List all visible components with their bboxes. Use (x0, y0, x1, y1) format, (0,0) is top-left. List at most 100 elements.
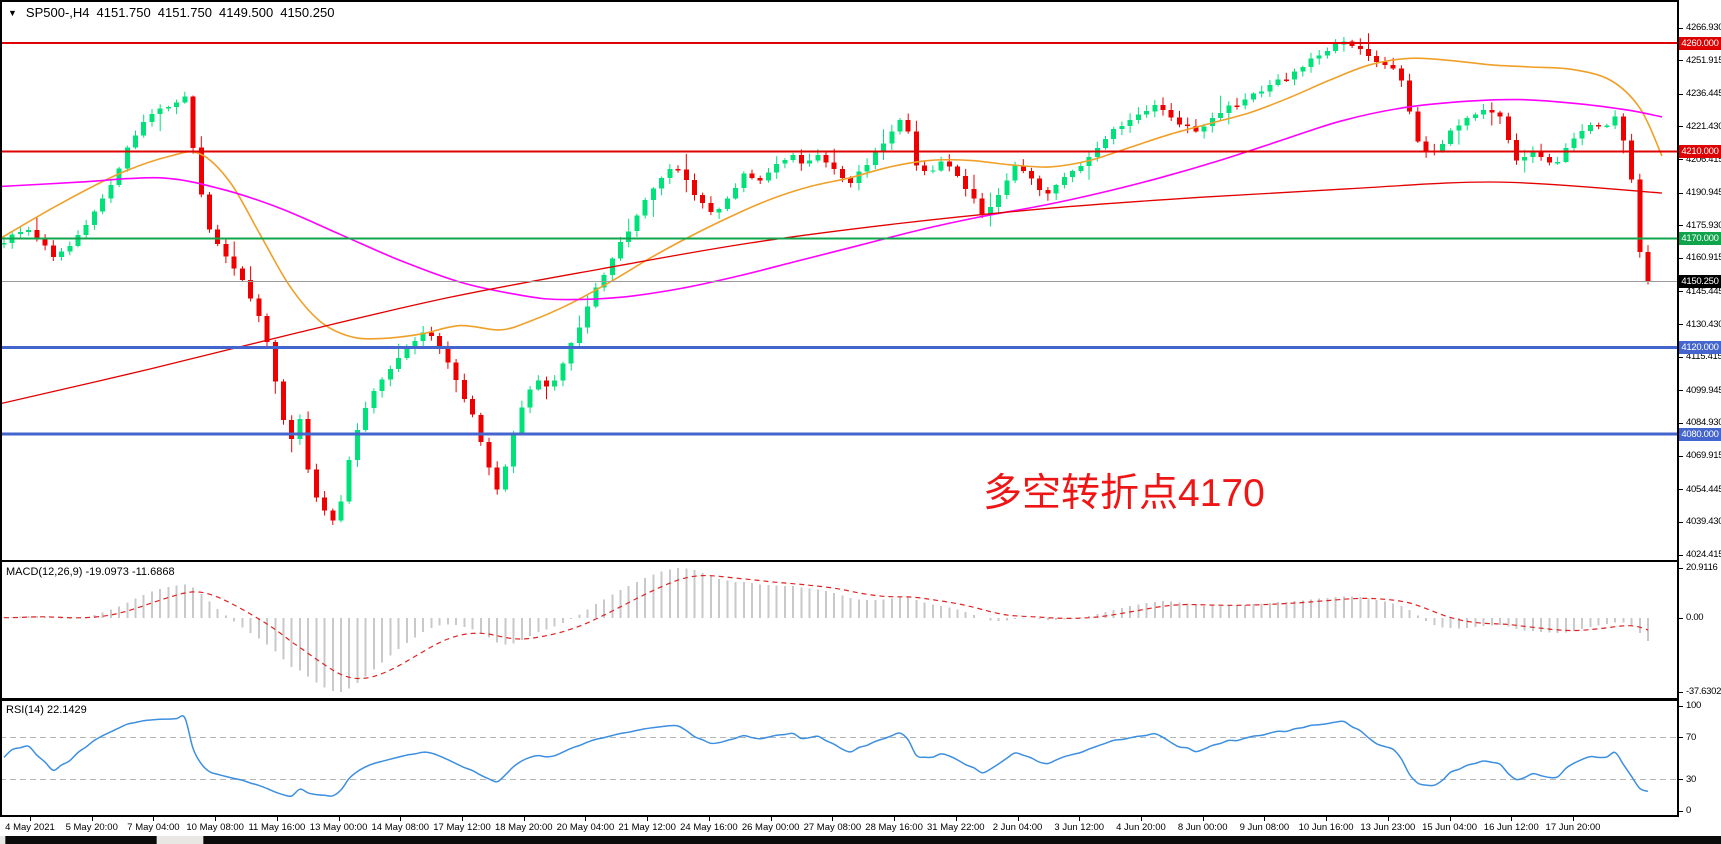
bull-candle (511, 433, 517, 467)
time-axis-label: 15 Jun 04:00 (1422, 822, 1478, 833)
time-axis-tick (894, 817, 896, 821)
macd-panel[interactable] (0, 562, 1677, 698)
time-axis-label: 13 May 00:00 (309, 822, 368, 833)
time-axis-label: 8 Jun 00:00 (1177, 822, 1228, 833)
bull-candle (124, 147, 130, 169)
ma-medium-magenta (0, 98, 1663, 301)
bear-candle (839, 168, 845, 178)
bear-candle (256, 298, 262, 316)
bull-candle (1070, 171, 1076, 177)
bear-candle (1234, 105, 1240, 107)
quote-low: 4149.500 (218, 5, 274, 20)
bear-candle (1546, 157, 1552, 163)
bull-candle (807, 160, 813, 164)
bull-candle (1440, 143, 1445, 152)
time-axis-label: 4 May 2021 (5, 822, 55, 833)
bull-candle (1267, 85, 1273, 92)
bear-candle (281, 381, 286, 420)
bull-candle (1209, 117, 1215, 127)
bear-candle (692, 180, 697, 195)
symbol-dropdown-icon[interactable]: ▼ (8, 8, 17, 18)
bull-candle (1472, 114, 1478, 119)
time-axis-label: 3 Jun 12:00 (1054, 822, 1105, 833)
bull-candle (17, 231, 23, 235)
bull-candle (552, 380, 558, 387)
price-axis-label: 4024.415 (1686, 549, 1721, 560)
time-axis-tick (1573, 817, 1574, 821)
bull-candle (1152, 105, 1158, 112)
price-axis-label: 4069.915 (1686, 450, 1721, 462)
bear-candle (1398, 68, 1404, 81)
bull-candle (790, 154, 796, 160)
bear-candle (1505, 116, 1511, 140)
time-axis-label: 7 May 04:00 (127, 822, 180, 833)
taskbar-button[interactable] (5, 836, 157, 844)
bull-candle-wicks (3, 37, 1616, 523)
bear-candle (1045, 189, 1051, 194)
price-axis-label: 4221.430 (1686, 120, 1721, 132)
price-axis-tick (1679, 455, 1683, 457)
bull-candle (149, 114, 155, 122)
bull-candle (815, 155, 821, 161)
bull-candle (1259, 91, 1265, 94)
bear-candle (313, 469, 319, 498)
price-axis-label: 4054.445 (1686, 483, 1721, 495)
bull-candle (585, 306, 591, 328)
bear-candle (231, 256, 237, 269)
bull-candle (387, 368, 393, 380)
window-top-border (0, 0, 1721, 2)
rsi-axis-tick (1679, 810, 1683, 812)
bull-candle (1012, 165, 1018, 181)
bear-candle (1637, 179, 1643, 252)
price-chart-panel[interactable] (0, 2, 1677, 560)
time-axis-label: 26 May 00:00 (741, 822, 800, 833)
rsi-panel[interactable] (0, 701, 1677, 815)
price-axis-tick (1679, 554, 1683, 556)
bull-candle (897, 120, 903, 132)
bull-candle (1612, 116, 1618, 126)
bear-candle (470, 398, 475, 415)
bear-candle (708, 203, 714, 213)
bear-candle (1629, 140, 1635, 180)
bull-candle (420, 332, 426, 341)
bull-candle (1456, 125, 1462, 131)
price-axis-tick (1679, 192, 1683, 194)
macd-rsi-separator[interactable] (0, 698, 1677, 701)
price-axis-tick (1679, 291, 1683, 293)
bull-candle (1250, 93, 1256, 100)
bull-candle (881, 143, 886, 153)
time-axis-label: 2 Jun 04:00 (992, 822, 1043, 833)
bull-candle (519, 407, 525, 434)
price-axis-tick (1679, 159, 1683, 160)
bear-candle (322, 497, 328, 511)
bull-candle (182, 96, 188, 103)
taskbar-button[interactable] (203, 836, 1721, 844)
bear-candle (1489, 109, 1495, 113)
bear-candle (198, 147, 204, 195)
bull-candle (1300, 67, 1306, 72)
price-axis-tick (1679, 257, 1683, 259)
quote-open: 4151.750 (96, 5, 151, 20)
time-axis[interactable]: 4 May 2021 5 May 20:00 7 May 04:00 10 May 0… (0, 815, 1679, 836)
time-axis-label: 28 May 16:00 (865, 822, 923, 833)
bear-candle (1037, 178, 1043, 190)
price-axis[interactable]: 4266.930 4251.915 4236.445 4221.430 4206.415… (1677, 0, 1721, 817)
macd-axis-tick (1679, 617, 1683, 619)
rsi-axis-tick (1679, 705, 1683, 707)
bear-candle (190, 96, 196, 148)
bull-candle (618, 242, 623, 259)
main-macd-separator[interactable] (0, 560, 1677, 562)
bull-candle (527, 389, 533, 408)
rsi-axis-tick (1679, 737, 1683, 738)
bear-candle (289, 419, 295, 439)
time-axis-label: 20 May 04:00 (556, 822, 615, 833)
bear-candle (749, 173, 755, 178)
bull-candle (1201, 126, 1207, 132)
bull-candle (297, 418, 303, 439)
bull-candle (1242, 99, 1248, 106)
bear-candle (272, 342, 278, 382)
time-axis-tick (276, 817, 278, 821)
bear-candle (305, 418, 311, 470)
bull-candle (733, 187, 739, 199)
